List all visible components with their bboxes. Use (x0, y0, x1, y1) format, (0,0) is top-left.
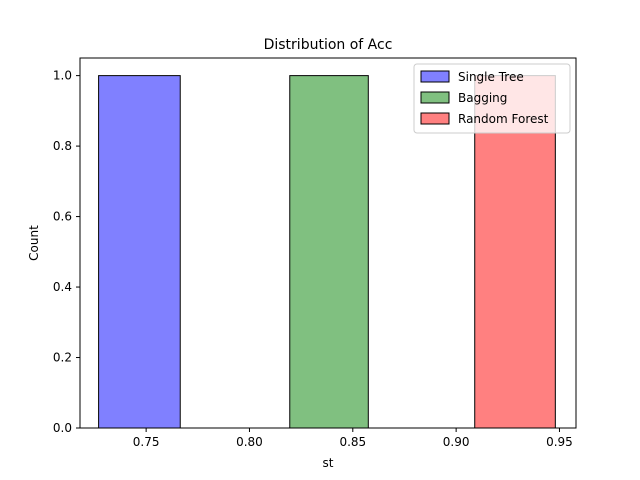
y-tick-label: 0.2 (53, 351, 72, 365)
bar-random-forest (474, 75, 556, 429)
x-tick-label: 0.75 (133, 435, 160, 449)
x-tick-label: 0.90 (443, 435, 470, 449)
y-tick-label: 0.0 (53, 421, 72, 435)
y-tick-label: 1.0 (53, 69, 72, 83)
legend-swatch (420, 91, 450, 104)
bars-layer (98, 75, 556, 429)
legend-label: Random Forest (458, 112, 549, 126)
y-tick-label: 0.6 (53, 210, 72, 224)
legend-swatch (420, 112, 450, 125)
legend-swatch (420, 70, 450, 83)
x-tick-label: 0.85 (339, 435, 366, 449)
bar-bagging (289, 75, 369, 429)
legend-box (413, 63, 571, 134)
y-axis-title: Count (27, 225, 41, 261)
x-axis-ticks: 0.75 0.80 0.85 0.90 0.95 (133, 428, 573, 449)
y-tick-label: 0.4 (53, 280, 72, 294)
y-tick-label: 0.8 (53, 139, 72, 153)
x-tick-label: 0.95 (546, 435, 573, 449)
y-axis-ticks: 0.0 0.2 0.4 0.6 0.8 1.0 (53, 69, 80, 435)
legend: Single Tree Bagging Random Forest (413, 63, 571, 134)
bar-single-tree (98, 75, 181, 429)
chart-title: Distribution of Acc (264, 37, 393, 53)
x-axis-title: st (323, 456, 334, 470)
legend-label: Bagging (458, 91, 507, 105)
plot-frame (79, 57, 577, 429)
x-tick-label: 0.80 (236, 435, 263, 449)
legend-label: Single Tree (458, 70, 524, 84)
